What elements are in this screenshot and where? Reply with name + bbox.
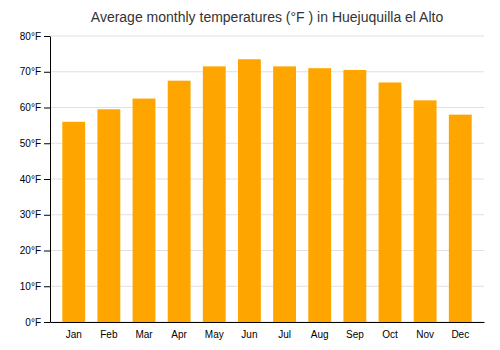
y-tick-label: 0°F	[25, 317, 41, 328]
bars	[62, 59, 471, 322]
x-tick-label: Oct	[382, 329, 398, 340]
bar	[203, 66, 226, 322]
y-tick-mark	[44, 179, 50, 180]
bar	[133, 99, 156, 322]
bar	[168, 81, 191, 322]
grid	[50, 36, 484, 322]
y-tick-label: 30°F	[20, 209, 41, 220]
y-tick: 0°F	[25, 317, 50, 328]
y-tick: 60°F	[20, 102, 50, 113]
y-axis-line	[50, 37, 51, 323]
plot: Jan Feb Mar Apr May Jun Jul Aug Sep Oct Nov Dec 0°F 1…	[20, 31, 485, 340]
x-tick: Jun	[241, 329, 257, 340]
y-tick-label: 80°F	[20, 31, 41, 42]
bar	[379, 82, 402, 322]
y-tick-label: 20°F	[20, 245, 41, 256]
bar	[308, 68, 331, 322]
x-tick: Feb	[100, 329, 118, 340]
x-tick: Sep	[346, 329, 364, 340]
bar	[273, 66, 296, 322]
x-tick: Dec	[451, 329, 469, 340]
x-tick-label: Jul	[278, 329, 291, 340]
bar	[449, 115, 472, 322]
y-tick-label: 70°F	[20, 66, 41, 77]
y-tick-mark	[44, 286, 50, 287]
x-tick: Apr	[171, 329, 187, 340]
bar	[97, 109, 120, 322]
bar	[343, 70, 366, 322]
x-tick: May	[205, 329, 224, 340]
x-tick-label: Mar	[135, 329, 153, 340]
y-tick-mark	[44, 72, 50, 73]
x-tick: Jul	[278, 329, 291, 340]
chart-container: Jan Feb Mar Apr May Jun Jul Aug Sep Oct Nov Dec 0°F 1…	[0, 0, 500, 350]
x-tick: Oct	[382, 329, 398, 340]
title: Average monthly temperatures (°F ) in Hu…	[91, 9, 444, 25]
y-tick: 40°F	[20, 174, 50, 185]
x-tick-label: May	[205, 329, 224, 340]
x-tick: Jan	[66, 329, 82, 340]
y-axis: 0°F 10°F 20°F 30°F 40°F 50°F 60°F 70°F 80°F	[20, 31, 51, 328]
x-tick-label: Sep	[346, 329, 364, 340]
x-tick-label: Jan	[66, 329, 82, 340]
y-tick-mark	[44, 215, 50, 216]
x-tick-label: Apr	[171, 329, 187, 340]
x-tick: Nov	[416, 329, 434, 340]
x-axis-line	[51, 322, 485, 323]
grid-line	[50, 71, 484, 72]
x-tick-label: Jun	[241, 329, 257, 340]
x-axis: Jan Feb Mar Apr May Jun Jul Aug Sep Oct Nov Dec	[51, 323, 485, 341]
grid-line	[50, 36, 484, 37]
x-tick-label: Feb	[100, 329, 118, 340]
y-tick: 50°F	[20, 138, 50, 149]
y-tick: 30°F	[20, 209, 50, 220]
y-tick-label: 50°F	[20, 138, 41, 149]
x-tick-label: Dec	[451, 329, 469, 340]
y-tick-label: 40°F	[20, 174, 41, 185]
y-tick-mark	[44, 251, 50, 252]
x-tick-label: Nov	[416, 329, 434, 340]
y-tick-mark	[44, 322, 50, 323]
y-tick-label: 60°F	[20, 102, 41, 113]
chart-svg: Jan Feb Mar Apr May Jun Jul Aug Sep Oct Nov Dec 0°F 1…	[0, 0, 500, 350]
y-tick: 70°F	[20, 66, 50, 77]
x-tick: Aug	[311, 329, 329, 340]
y-tick: 80°F	[20, 31, 50, 42]
bar	[238, 59, 261, 322]
bar	[414, 100, 437, 322]
y-tick-mark	[44, 36, 50, 37]
y-tick: 20°F	[20, 245, 50, 256]
y-tick-mark	[44, 108, 50, 109]
x-tick-label: Aug	[311, 329, 329, 340]
y-tick: 10°F	[20, 281, 50, 292]
y-tick-mark	[44, 143, 50, 144]
bar	[62, 122, 85, 322]
x-tick: Mar	[135, 329, 153, 340]
y-tick-label: 10°F	[20, 281, 41, 292]
